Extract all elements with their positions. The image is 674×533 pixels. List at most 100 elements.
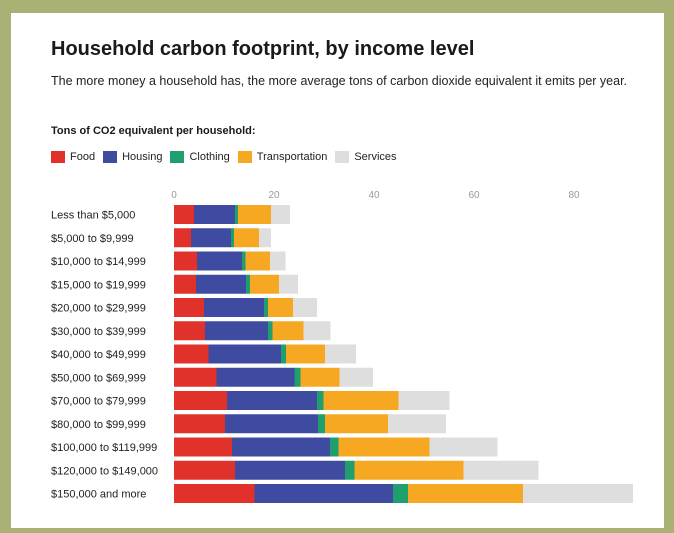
x-tick-label: 20 — [268, 190, 280, 201]
bar-segment-services — [463, 460, 539, 480]
legend-item-services: Services — [335, 151, 397, 163]
category-label: $100,000 to $119,999 — [51, 442, 157, 454]
bar-segment-clothing — [330, 437, 339, 457]
category-label: $80,000 to $99,999 — [51, 419, 146, 431]
bar-segment-clothing — [317, 391, 324, 410]
legend-swatch-clothing — [170, 151, 185, 163]
chart-title: Household carbon footprint, by income le… — [51, 38, 475, 60]
category-label: $30,000 to $39,999 — [51, 326, 146, 338]
category-label: $150,000 and more — [51, 489, 146, 501]
legend-label-clothing: Clothing — [189, 151, 230, 163]
x-tick-label: 40 — [368, 190, 380, 201]
bar-segment-services — [271, 205, 290, 224]
category-label: $70,000 to $79,999 — [51, 396, 146, 408]
bar-segment-housing — [227, 391, 317, 410]
bar-segment-services — [270, 251, 286, 271]
bar-segment-housing — [204, 298, 264, 317]
bar-segment-services — [429, 437, 498, 457]
bar-segment-clothing — [264, 298, 268, 317]
bar-segment-housing — [216, 367, 295, 387]
bar-segment-transportation — [250, 274, 279, 294]
bar-segment-food — [174, 391, 227, 410]
legend-item-clothing: Clothing — [170, 151, 230, 163]
bar-segment-services — [303, 321, 331, 341]
chart-legend: Food Housing Clothing Transportation Service… — [51, 150, 405, 164]
bar-segment-transportation — [245, 251, 270, 271]
bar-segment-transportation — [268, 298, 293, 317]
category-label: $10,000 to $14,999 — [51, 256, 146, 268]
bar-segment-food — [174, 367, 217, 387]
bar-segment-services — [259, 228, 271, 248]
bar-segment-transportation — [234, 228, 259, 248]
legend-item-food: Food — [51, 151, 95, 163]
stacked-bar-chart: 0 20 40 60 80 Less than $5,000 $5,000 to $9,99… — [51, 190, 633, 503]
bar-segment-housing — [191, 228, 231, 248]
bar-segment-food — [174, 414, 225, 434]
chart-subtitle: The more money a household has, the more… — [51, 74, 628, 88]
bar-segment-transportation — [354, 460, 464, 480]
bar-segment-housing — [194, 205, 235, 224]
bar-segment-food — [174, 437, 232, 457]
bar-segment-clothing — [246, 274, 250, 294]
legend-swatch-transportation — [237, 151, 252, 163]
bar-segment-food — [174, 460, 235, 480]
bar-segment-transportation — [325, 414, 388, 434]
bar-segment-services — [523, 484, 633, 503]
bar-segment-food — [174, 484, 255, 503]
bar-segment-services — [325, 344, 356, 364]
bar-segment-transportation — [286, 344, 325, 364]
bar-segment-food — [174, 228, 191, 248]
bar-segment-housing — [196, 274, 246, 294]
legend-item-housing: Housing — [103, 151, 162, 163]
legend-item-transportation: Transportation — [237, 151, 328, 163]
category-label: $20,000 to $29,999 — [51, 303, 146, 315]
x-tick-label: 0 — [171, 190, 177, 201]
x-tick-label: 60 — [468, 190, 480, 201]
legend-label-transportation: Transportation — [256, 151, 328, 163]
bar-segment-housing — [232, 437, 330, 457]
category-label: Less than $5,000 — [51, 210, 135, 222]
x-tick-label: 80 — [568, 190, 580, 201]
bar-segment-clothing — [235, 205, 238, 224]
bar-segment-housing — [254, 484, 393, 503]
bar-segment-clothing — [345, 460, 355, 480]
bar-segment-food — [174, 251, 197, 271]
bar-segment-services — [339, 367, 373, 387]
bar-segment-transportation — [300, 367, 340, 387]
legend-swatch-services — [335, 151, 350, 163]
bar-segment-clothing — [268, 321, 273, 341]
bar-segment-housing — [225, 414, 318, 434]
bar-segment-services — [398, 391, 450, 410]
bar-segment-housing — [197, 251, 242, 271]
bar-segment-clothing — [393, 484, 408, 503]
bar-segment-food — [174, 344, 209, 364]
bar-segment-services — [388, 414, 446, 434]
bar-segment-food — [174, 298, 204, 317]
category-label: $40,000 to $49,999 — [51, 349, 146, 361]
bar-segment-services — [293, 298, 317, 317]
legend-label-services: Services — [354, 151, 397, 163]
units-label: Tons of CO2 equivalent per household: — [51, 125, 256, 137]
bar-segment-food — [174, 274, 196, 294]
category-label: $5,000 to $9,999 — [51, 233, 134, 245]
bar-segment-clothing — [318, 414, 325, 434]
bar-segment-housing — [208, 344, 281, 364]
bar-segment-services — [279, 274, 298, 294]
bar-segment-clothing — [281, 344, 286, 364]
chart-card: Household carbon footprint, by income le… — [11, 13, 664, 528]
bar-segment-transportation — [272, 321, 304, 341]
bar-segment-transportation — [323, 391, 399, 410]
bar-segment-transportation — [238, 205, 271, 224]
legend-label-housing: Housing — [122, 151, 163, 163]
legend-swatch-food — [51, 151, 65, 163]
bar-segment-housing — [235, 460, 345, 480]
category-label: $50,000 to $69,999 — [51, 372, 146, 384]
bar-segment-housing — [205, 321, 268, 341]
category-label: $15,000 to $19,999 — [51, 279, 146, 291]
legend-swatch-housing — [103, 151, 118, 163]
bar-segment-clothing — [294, 367, 301, 387]
bar-segment-transportation — [408, 484, 523, 503]
bar-segment-food — [174, 321, 205, 341]
category-label: $120,000 to $149,000 — [51, 465, 158, 477]
legend-label-food: Food — [70, 151, 96, 163]
